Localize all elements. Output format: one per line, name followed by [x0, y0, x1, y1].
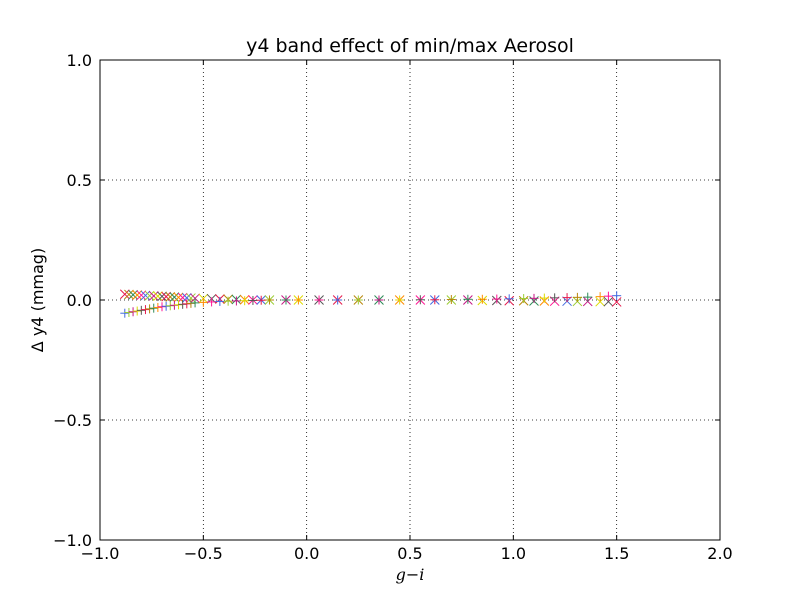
data-point-plus-marker — [132, 306, 142, 316]
data-point-plus-marker — [140, 305, 150, 315]
data-point-x-marker — [119, 289, 130, 300]
data-point-plus-marker — [333, 295, 343, 305]
data-point-plus-marker — [153, 302, 163, 312]
data-point-x-marker — [128, 289, 138, 300]
data-point-plus-marker — [595, 292, 605, 302]
data-point-x-marker — [603, 296, 614, 307]
x-tick-label: 0.0 — [294, 544, 319, 563]
data-point-x-marker — [177, 292, 188, 303]
data-point-x-marker — [169, 292, 180, 302]
y-tick-label: −1.0 — [53, 531, 92, 550]
data-point-plus-marker — [395, 295, 405, 305]
data-point-plus-marker — [477, 294, 487, 304]
data-point-x-marker — [132, 290, 143, 300]
data-point-plus-marker — [223, 296, 233, 306]
data-point-plus-marker — [231, 296, 241, 306]
x-tick-label: −1.0 — [81, 544, 120, 563]
data-point-x-marker — [165, 292, 176, 302]
x-tick-label: 1.5 — [604, 544, 629, 563]
chart-title: y4 band effect of min/max Aerosol — [246, 35, 574, 57]
data-point-plus-marker — [519, 294, 529, 304]
data-point-plus-marker — [463, 294, 473, 304]
data-point-plus-marker — [198, 297, 208, 307]
data-point-plus-marker — [603, 291, 613, 301]
data-point-plus-marker — [128, 307, 138, 317]
data-point-plus-marker — [374, 295, 384, 305]
data-point-x-marker — [186, 293, 196, 303]
x-tick-label: −0.5 — [184, 544, 223, 563]
x-tick-label: 1.0 — [501, 544, 526, 563]
data-point-x-marker — [144, 290, 155, 301]
data-point-plus-marker — [550, 293, 560, 303]
data-point-plus-marker — [293, 295, 303, 305]
data-point-plus-marker — [145, 304, 155, 314]
data-point-plus-marker — [430, 295, 440, 305]
data-point-x-marker — [124, 289, 134, 300]
data-point-x-marker — [153, 291, 163, 302]
data-point-plus-marker — [264, 295, 274, 305]
data-points — [119, 289, 622, 318]
data-point-plus-marker — [149, 303, 159, 313]
y-tick-label: 0.0 — [67, 291, 92, 310]
data-point-plus-marker — [256, 295, 266, 305]
data-point-x-marker — [157, 291, 167, 302]
data-point-plus-marker — [572, 292, 582, 302]
data-point-plus-marker — [281, 295, 291, 305]
data-point-plus-marker — [215, 296, 225, 306]
y-tick-label: 1.0 — [67, 51, 92, 70]
data-point-plus-marker — [539, 293, 549, 303]
data-point-plus-marker — [415, 295, 425, 305]
data-point-plus-marker — [136, 305, 146, 315]
data-point-x-marker — [161, 291, 171, 302]
data-point-plus-marker — [583, 292, 593, 302]
data-point-x-marker — [611, 297, 622, 307]
data-point-plus-marker — [240, 296, 250, 306]
data-point-plus-marker — [248, 295, 258, 305]
data-point-x-marker — [140, 290, 151, 301]
data-point-plus-marker — [612, 291, 622, 301]
x-axis-label: g−i — [396, 565, 425, 584]
y-axis-label: Δ y4 (mmag) — [28, 248, 47, 352]
data-point-plus-marker — [314, 295, 324, 305]
y-tick-label: 0.5 — [67, 171, 92, 190]
data-point-plus-marker — [190, 298, 200, 308]
data-point-x-marker — [173, 292, 184, 303]
data-point-plus-marker — [207, 297, 217, 307]
data-point-x-marker — [148, 291, 159, 301]
x-tick-label: 0.5 — [397, 544, 422, 563]
data-point-plus-marker — [562, 293, 572, 303]
data-point-plus-marker — [120, 308, 130, 318]
data-point-plus-marker — [124, 307, 134, 317]
data-point-x-marker — [181, 292, 192, 303]
data-point-plus-marker — [492, 294, 502, 304]
data-point-plus-marker — [504, 294, 514, 304]
data-point-x-marker — [595, 296, 605, 307]
data-point-x-marker — [136, 290, 147, 301]
y-tick-label: −0.5 — [53, 411, 92, 430]
data-point-x-marker — [190, 293, 200, 304]
data-point-plus-marker — [353, 295, 363, 305]
data-point-plus-marker — [529, 293, 539, 303]
data-point-plus-marker — [446, 295, 456, 305]
x-tick-label: 2.0 — [707, 544, 732, 563]
axis-ticks: −1.0 −0.5 0.0 0.5 1.0 1.5 2.0 −1.0 −0.5 0.0 0.5 1.0 — [53, 51, 733, 563]
